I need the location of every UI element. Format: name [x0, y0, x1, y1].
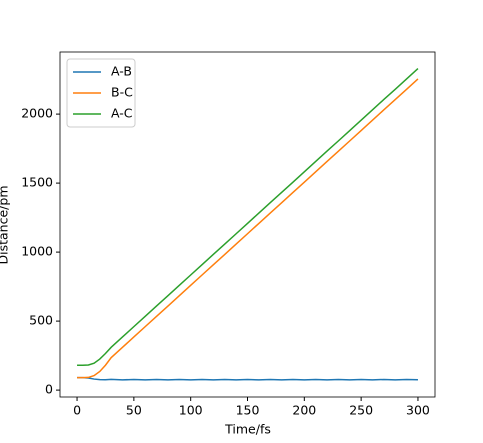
- line: [77, 78, 419, 379]
- x-tick-label: 250: [349, 403, 373, 418]
- y-axis-label: Distance/pm: [0, 186, 11, 265]
- y-tick-label: 0: [45, 382, 53, 397]
- x-tick-label: 50: [126, 403, 142, 418]
- y-tick-label: 2000: [21, 106, 53, 121]
- x-tick-label: 150: [236, 403, 260, 418]
- y-tick-label: 1500: [21, 175, 53, 190]
- line: [77, 376, 418, 381]
- x-tick-label: 100: [179, 403, 203, 418]
- line: [77, 68, 419, 367]
- x-tick-label: 300: [406, 403, 430, 418]
- x-axis-label: Time/fs: [224, 422, 271, 437]
- x-tick-label: 200: [292, 403, 316, 418]
- legend-label: B-C: [111, 85, 133, 100]
- y-tick-label: 500: [29, 313, 53, 328]
- legend-label: A-B: [111, 64, 132, 79]
- plot-frame: [59, 51, 436, 398]
- x-tick-label: 0: [73, 403, 81, 418]
- legend-label: A-C: [111, 106, 133, 121]
- y-tick-label: 1000: [21, 244, 53, 259]
